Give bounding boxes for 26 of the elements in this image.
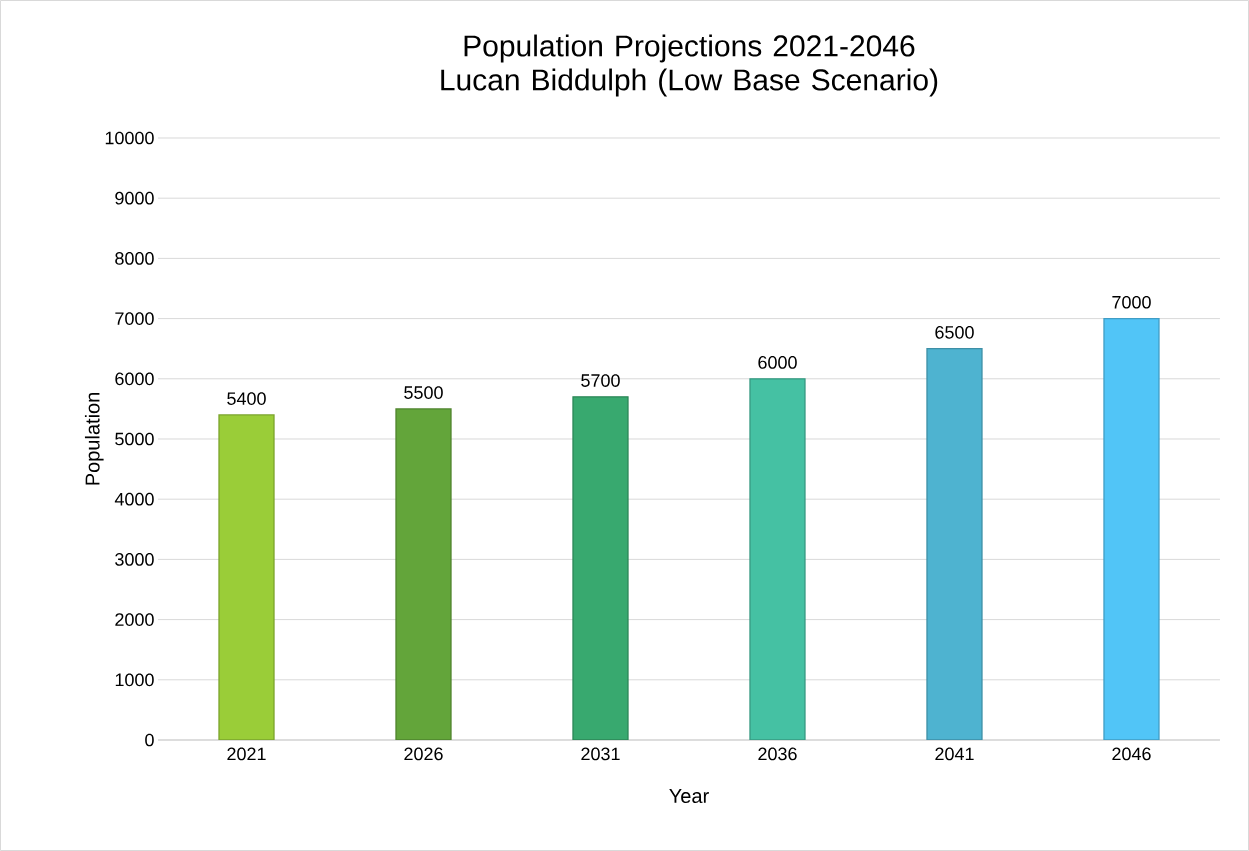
y-tick-label: 6000 — [115, 372, 154, 386]
y-tick-label: 5000 — [115, 432, 154, 446]
data-label: 5700 — [581, 374, 620, 387]
y-tick-label: 2000 — [115, 613, 154, 626]
x-tick-label: 2021 — [227, 747, 266, 761]
y-tick-label: 8000 — [115, 252, 154, 265]
x-tick-label: 2031 — [581, 747, 620, 761]
y-tick-label: 10000 — [105, 131, 154, 145]
y-axis-title: Population — [84, 393, 104, 485]
data-label: 7000 — [1112, 295, 1151, 309]
data-label: 5500 — [404, 386, 443, 399]
y-tick-label: 4000 — [114, 492, 154, 506]
data-label: 6000 — [758, 356, 797, 369]
data-label: 5400 — [227, 392, 266, 405]
x-axis-title: Year — [669, 789, 709, 804]
y-tick-label: 9000 — [115, 191, 154, 205]
y-tick-label: 0 — [145, 733, 154, 747]
y-tick-label: 3000 — [115, 553, 154, 566]
y-tick-label: 1000 — [115, 673, 154, 687]
data-label: 6500 — [935, 325, 974, 339]
chart-title: Population Projections 2021-2046 Lucan Biddulph (Low Base Scenario) — [441, 34, 938, 97]
x-tick-label: 2041 — [935, 747, 974, 761]
x-tick-label: 2036 — [758, 747, 797, 761]
y-tick-label: 7000 — [115, 312, 154, 325]
x-tick-label: 2046 — [1112, 747, 1151, 761]
x-tick-label: 2026 — [404, 747, 443, 761]
